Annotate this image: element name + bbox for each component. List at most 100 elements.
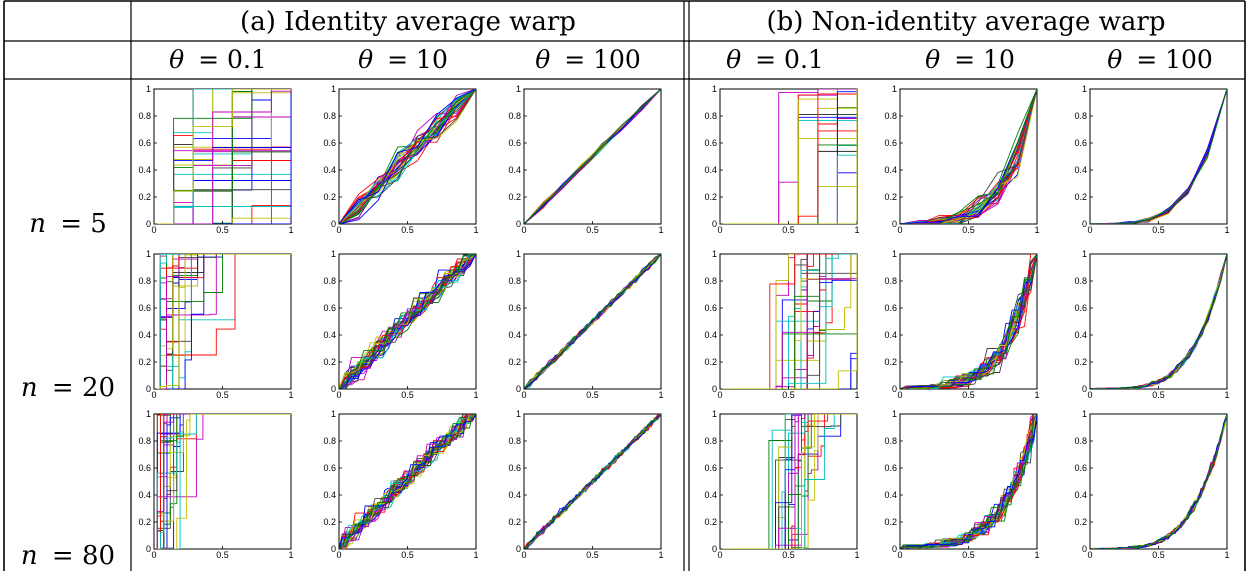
y-tick-label: 1 [712, 409, 717, 419]
y-tick-label: 0.8 [508, 436, 521, 446]
warp-curve [1090, 414, 1227, 549]
x-tick-label: 0 [897, 390, 902, 400]
warp-curve [900, 89, 1037, 224]
y-tick-label: 0.8 [884, 276, 897, 286]
warp-curve [720, 414, 857, 549]
warp-curve [720, 414, 857, 549]
y-tick-label: 1 [146, 409, 151, 419]
warp-curve [900, 89, 1037, 224]
y-tick-label: 0.6 [138, 303, 151, 313]
panel-r1-c1: 0 0.2 0.4 0.6 0.8 1 0 0.5 1 [323, 249, 478, 400]
warp-curve [154, 89, 291, 224]
y-tick-label: 0 [892, 384, 897, 394]
theta-symbol: θ [169, 45, 184, 74]
table-grid [3, 0, 1246, 571]
curve-group [524, 89, 661, 224]
panel-r2-c5: 0 0.2 0.4 0.6 0.8 1 0 0.5 1 [1074, 409, 1229, 560]
y-tick-label: 0 [331, 219, 336, 229]
curve-group [900, 89, 1037, 224]
warp-curve [720, 89, 857, 224]
panel-r0-c0: 0 0.2 0.4 0.6 0.8 1 0 0.5 1 [138, 84, 293, 235]
theta-symbol: θ [358, 45, 373, 74]
panel-r2-c0: 0 0.2 0.4 0.6 0.8 1 0 0.5 1 [138, 409, 293, 560]
x-tick-label: 0.5 [782, 550, 795, 560]
warp-curve [720, 89, 857, 224]
warp-curve [720, 89, 857, 224]
y-tick-label: 1 [712, 249, 717, 259]
warp-curve [524, 254, 661, 389]
x-tick-label: 0.5 [1152, 550, 1165, 560]
y-tick-label: 0.8 [884, 436, 897, 446]
warp-curve [720, 89, 857, 224]
curve-group [154, 89, 291, 224]
y-tick-label: 0.2 [704, 192, 717, 202]
curve-group [339, 414, 476, 549]
warp-curve [154, 414, 291, 549]
n-label-2: n = 80 [21, 541, 115, 571]
theta-headers: θ = 0.1 θ = 10 θ = 100 θ = 0.1 θ = 10 θ = 100 [169, 45, 1213, 74]
x-tick-label: 1 [288, 225, 293, 235]
theta-value: = 10 [379, 45, 448, 74]
y-tick-label: 0.4 [138, 490, 151, 500]
curve-group [154, 414, 291, 549]
warp-curve [900, 254, 1037, 389]
x-tick-label: 0 [1087, 225, 1092, 235]
warp-curve [900, 414, 1037, 549]
x-tick-label: 1 [473, 550, 478, 560]
x-tick-label: 1 [854, 390, 859, 400]
y-tick-label: 1 [1082, 84, 1087, 94]
warp-curve [154, 414, 291, 549]
theta-symbol: θ [925, 45, 940, 74]
n-value: = 20 [44, 373, 115, 403]
y-tick-label: 0 [146, 544, 151, 554]
y-tick-label: 0.6 [323, 138, 336, 148]
x-tick-label: 0 [897, 550, 902, 560]
y-tick-label: 0.4 [508, 165, 521, 175]
warp-curve [1090, 89, 1227, 224]
warp-curve [524, 89, 661, 224]
axes-box [719, 88, 858, 225]
axes-box [153, 88, 292, 225]
warp-curve [339, 254, 476, 389]
y-tick-label: 0.4 [138, 330, 151, 340]
curve-group [524, 254, 661, 389]
warp-curve [720, 254, 857, 389]
warp-curve [720, 254, 857, 389]
theta-header-3: θ = 0.1 [726, 45, 824, 74]
n-symbol: n [29, 209, 46, 239]
x-tick-label: 0 [717, 225, 722, 235]
warp-curve [720, 414, 857, 549]
curve-group [1090, 414, 1227, 549]
x-tick-label: 0.5 [216, 225, 229, 235]
warp-curve [720, 254, 857, 389]
warp-curve [720, 254, 857, 389]
warp-curve [720, 414, 857, 549]
y-tick-label: 0.6 [884, 463, 897, 473]
y-tick-label: 1 [516, 84, 521, 94]
warp-curve [154, 414, 291, 549]
theta-value: = 100 [556, 45, 641, 74]
y-tick-label: 0 [516, 384, 521, 394]
warp-curve [154, 414, 291, 549]
warp-curve [720, 414, 857, 549]
y-tick-label: 0.6 [508, 138, 521, 148]
theta-header-5: θ = 100 [1107, 45, 1213, 74]
y-tick-label: 0.4 [323, 330, 336, 340]
warp-curve [154, 254, 291, 389]
curve-group [524, 414, 661, 549]
warp-curve [900, 414, 1037, 549]
warp-curve [154, 414, 291, 549]
panel-r1-c5: 0 0.2 0.4 0.6 0.8 1 0 0.5 1 [1074, 249, 1229, 400]
warp-curve [154, 89, 291, 224]
y-tick-label: 0.6 [884, 138, 897, 148]
x-tick-label: 0.5 [401, 390, 414, 400]
x-tick-label: 0.5 [962, 550, 975, 560]
x-tick-label: 0 [717, 550, 722, 560]
x-tick-label: 0.5 [586, 550, 599, 560]
n-value: = 5 [52, 209, 107, 239]
panel-r2-c4: 0 0.2 0.4 0.6 0.8 1 0 0.5 1 [884, 409, 1039, 560]
x-tick-label: 1 [1034, 550, 1039, 560]
curve-group [154, 254, 291, 389]
warp-curve [720, 89, 857, 224]
y-tick-label: 0 [146, 384, 151, 394]
